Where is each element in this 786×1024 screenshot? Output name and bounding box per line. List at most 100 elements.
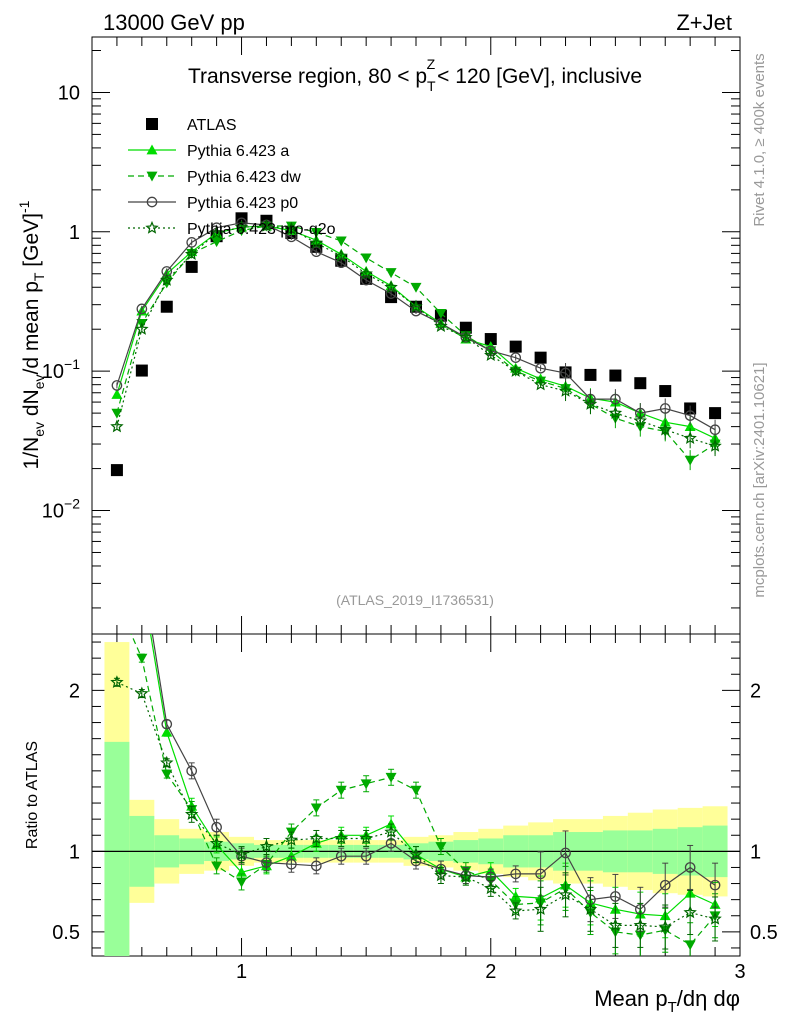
data-point: [658, 422, 672, 436]
legend-item: ATLAS: [146, 117, 237, 134]
ratio-data-point: [136, 575, 147, 585]
main-y-axis-label: 1/Nev dNev/d mean pT [GeV]-1: [16, 200, 47, 469]
analysis-tag: (ATLAS_2019_I1736531): [336, 592, 494, 608]
ratio-data-point: [286, 858, 297, 870]
header-right-label: Z+Jet: [676, 10, 732, 35]
data-point: [110, 419, 124, 433]
data-point: [584, 368, 597, 381]
ratio-y-tick-label: 0.5: [52, 922, 80, 944]
data-point: [535, 362, 546, 374]
data-point: [659, 403, 671, 414]
ratio-data-point: [610, 891, 621, 902]
data-point: [558, 383, 573, 397]
data-point: [409, 299, 423, 313]
legend-marker: [145, 220, 159, 234]
ratio-data-point: [111, 443, 122, 453]
ratio-data-point: [137, 563, 146, 572]
ratio-data-point: [659, 879, 671, 891]
main-panel-title: Transverse region, 80 < pTZ< 120 [GeV], …: [188, 56, 642, 94]
ratio-data-point: [683, 905, 697, 919]
ratio-data-point: [435, 842, 447, 853]
ratio-data-point: [110, 675, 124, 689]
ratio-data-point: [360, 779, 372, 790]
ratio-data-point: [385, 818, 397, 829]
ratio-data-point: [510, 890, 522, 901]
data-point: [186, 237, 198, 248]
ratio-data-point: [409, 847, 423, 861]
data-point: [234, 220, 249, 233]
ratio-data-point: [335, 785, 347, 796]
data-point: [359, 266, 373, 280]
mcplots-label: mcplots.cern.ch [arXiv:2401.10621]: [751, 362, 768, 597]
legend-item: Pythia 6.423 p0: [128, 195, 298, 212]
data-point: [459, 321, 472, 334]
data-point: [583, 397, 598, 410]
series-line: [116, 225, 716, 447]
legend-label: Pythia 6.423 a: [187, 143, 289, 160]
legend: ATLAS Pythia 6.423 a Pythia 6.423 dw Pythia…: [128, 117, 336, 238]
data-point: [284, 221, 299, 235]
data-point: [684, 455, 696, 466]
ratio-data-point: [658, 919, 672, 933]
ratio-y-tick-label-right: 2: [750, 680, 761, 702]
data-point: [310, 228, 322, 238]
data-point: [533, 377, 548, 391]
series-line: [116, 225, 716, 461]
ratio-y-tick-label: 1: [69, 841, 80, 863]
data-point: [560, 367, 571, 379]
ratio-data-point: [535, 868, 546, 880]
legend-item: Pythia 6.423 pro-q2o: [128, 220, 336, 238]
main-series-layer: [110, 212, 722, 477]
data-point: [435, 308, 447, 319]
ratio-data-point: [209, 836, 224, 850]
ratio-data-point: [510, 868, 522, 880]
data-point: [209, 225, 224, 239]
ratio-data-point: [434, 868, 448, 882]
ratio-data-point: [385, 772, 397, 783]
ratio-data-point: [334, 831, 348, 845]
ratio-data-point: [310, 860, 322, 872]
data-point: [110, 464, 123, 477]
data-point: [160, 300, 173, 313]
ratio-data-point: [161, 726, 173, 737]
ratio-data-point: [459, 870, 473, 883]
data-point: [509, 340, 522, 353]
ratio-data-point: [335, 850, 347, 862]
series-pythia-6-423-pro-q2o: [110, 218, 722, 457]
ratio-data-point: [161, 769, 173, 780]
ratio-data-point: [285, 850, 297, 861]
ratio-data-point: [709, 879, 721, 891]
ratio-y-axis-label: Ratio to ATLAS: [24, 741, 41, 849]
ratio-y-tick-label-right: 1: [750, 841, 761, 863]
data-point: [211, 237, 223, 248]
data-point: [286, 231, 297, 243]
ratio-data-point: [111, 597, 122, 607]
ratio-data-point: [284, 833, 299, 846]
ratio-series-layer: [110, 443, 722, 956]
main-axis-ticks: 10−2 10−1 1 10: [42, 37, 741, 634]
legend-label: ATLAS: [187, 117, 237, 134]
rivet-version-label: Rivet 4.1.0, ≥ 400k events: [751, 53, 768, 226]
data-point: [434, 319, 448, 332]
data-point: [683, 431, 697, 444]
data-point: [184, 247, 199, 260]
legend-marker: [146, 196, 158, 208]
ratio-data-point: [360, 850, 372, 862]
data-point: [360, 253, 372, 264]
data-point: [160, 273, 174, 286]
data-point: [385, 291, 398, 304]
legend-label: Pythia 6.423 dw: [187, 169, 301, 186]
data-point: [484, 333, 497, 346]
data-point: [508, 364, 523, 377]
x-tick-label: 2: [485, 961, 496, 983]
data-point: [609, 369, 622, 382]
ratio-data-point: [161, 718, 173, 730]
ratio-data-point: [136, 653, 148, 664]
ratio-uncertainty-bands: [104, 642, 728, 956]
data-point: [259, 218, 274, 232]
series-line: [116, 222, 716, 431]
series-atlas: [110, 212, 722, 477]
data-point: [334, 248, 348, 262]
series-pythia-6-423-p0: [111, 217, 721, 440]
data-point: [684, 421, 696, 432]
